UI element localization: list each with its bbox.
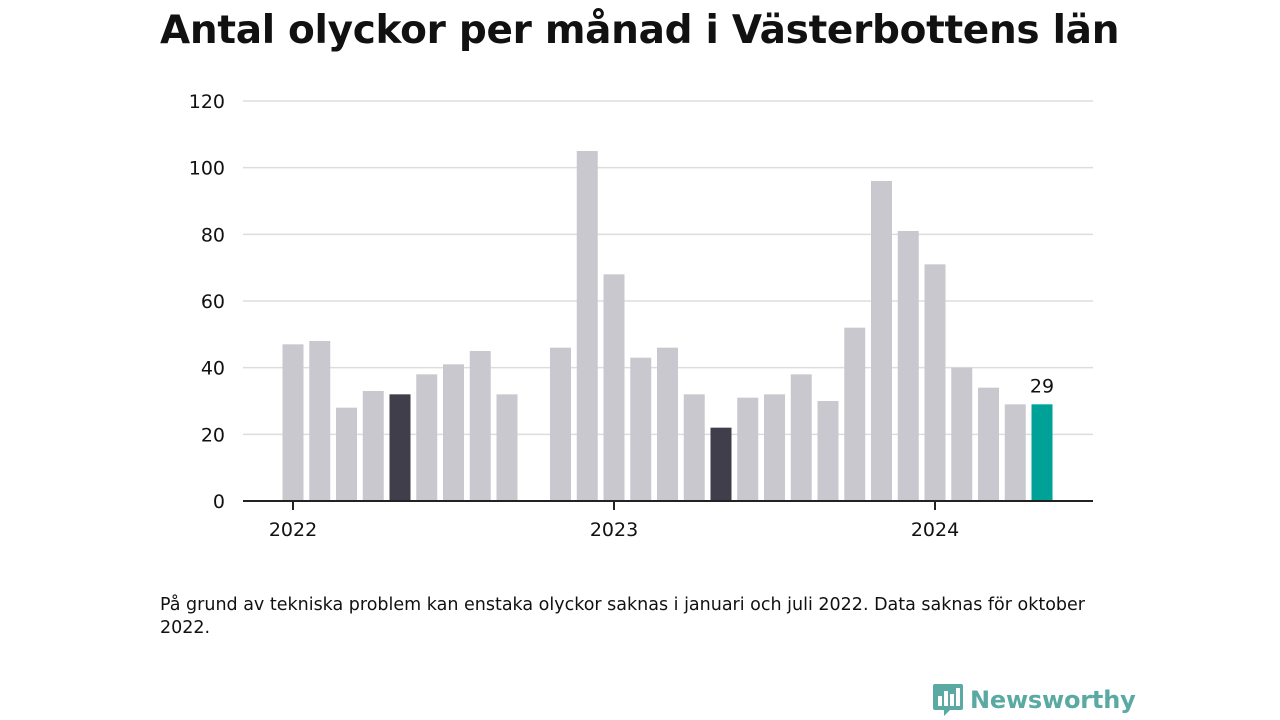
bars: [282, 151, 1053, 501]
y-tick-label: 60: [201, 291, 225, 313]
x-tick-label: 2022: [269, 519, 317, 541]
bar-2023-11: [871, 181, 892, 501]
bar-chart: 0 20 40 60 80 100 120 2022 2023 2024 29: [189, 91, 1093, 541]
bar-2024-02: [951, 367, 973, 501]
brand-logo[interactable]: Newsworthy: [932, 683, 1136, 717]
bar-2023-07: [764, 394, 785, 501]
bar-2023-12: [897, 231, 919, 501]
bar-2023-06: [737, 397, 759, 501]
bar-2022-03: [336, 407, 357, 501]
y-tick-label: 80: [201, 224, 225, 246]
bar-2023-10: [844, 327, 866, 501]
bar-2022-05: [389, 394, 411, 501]
bar-2024-04: [1004, 404, 1026, 501]
y-tick-label: 120: [189, 91, 225, 113]
bar-2024-01: [924, 264, 946, 501]
x-axis-ticks: 2022 2023 2024: [269, 501, 959, 541]
bar-2022-11: [550, 347, 571, 501]
footnote: På grund av tekniska problem kan enstaka…: [160, 595, 1085, 638]
y-tick-label: 0: [213, 491, 225, 513]
bar-2023-03: [657, 347, 678, 501]
bar-2022-06: [416, 374, 438, 501]
bar-2023-04: [683, 394, 705, 501]
y-tick-label: 20: [201, 424, 225, 446]
y-tick-label: 40: [201, 358, 225, 380]
newsworthy-logo-icon: [933, 684, 963, 716]
bar-2023-01: [603, 274, 625, 501]
bar-2022-12: [576, 151, 598, 501]
data-label: 29: [1030, 375, 1054, 397]
y-tick-label: 100: [189, 158, 225, 180]
bar-2022-02: [309, 341, 331, 501]
brand-name: Newsworthy: [970, 686, 1136, 714]
bar-2022-04: [362, 391, 384, 501]
x-tick-label: 2023: [590, 519, 638, 541]
bar-2023-08: [790, 374, 812, 501]
bar-2024-03: [978, 387, 999, 501]
chart-title: Antal olyckor per månad i Västerbottens …: [160, 8, 1120, 53]
bar-2023-05: [710, 427, 732, 501]
bar-2022-08: [469, 351, 491, 501]
bar-2022-09: [496, 394, 518, 501]
bar-2022-01: [282, 344, 304, 501]
bar-2022-07: [443, 364, 464, 501]
bar-2023-02: [630, 357, 652, 501]
y-axis-ticks: 0 20 40 60 80 100 120: [189, 91, 225, 513]
bar-2023-09: [817, 401, 839, 501]
x-tick-label: 2024: [911, 519, 959, 541]
bar-2024-05: [1031, 404, 1053, 501]
data-labels: 29: [1030, 375, 1054, 397]
